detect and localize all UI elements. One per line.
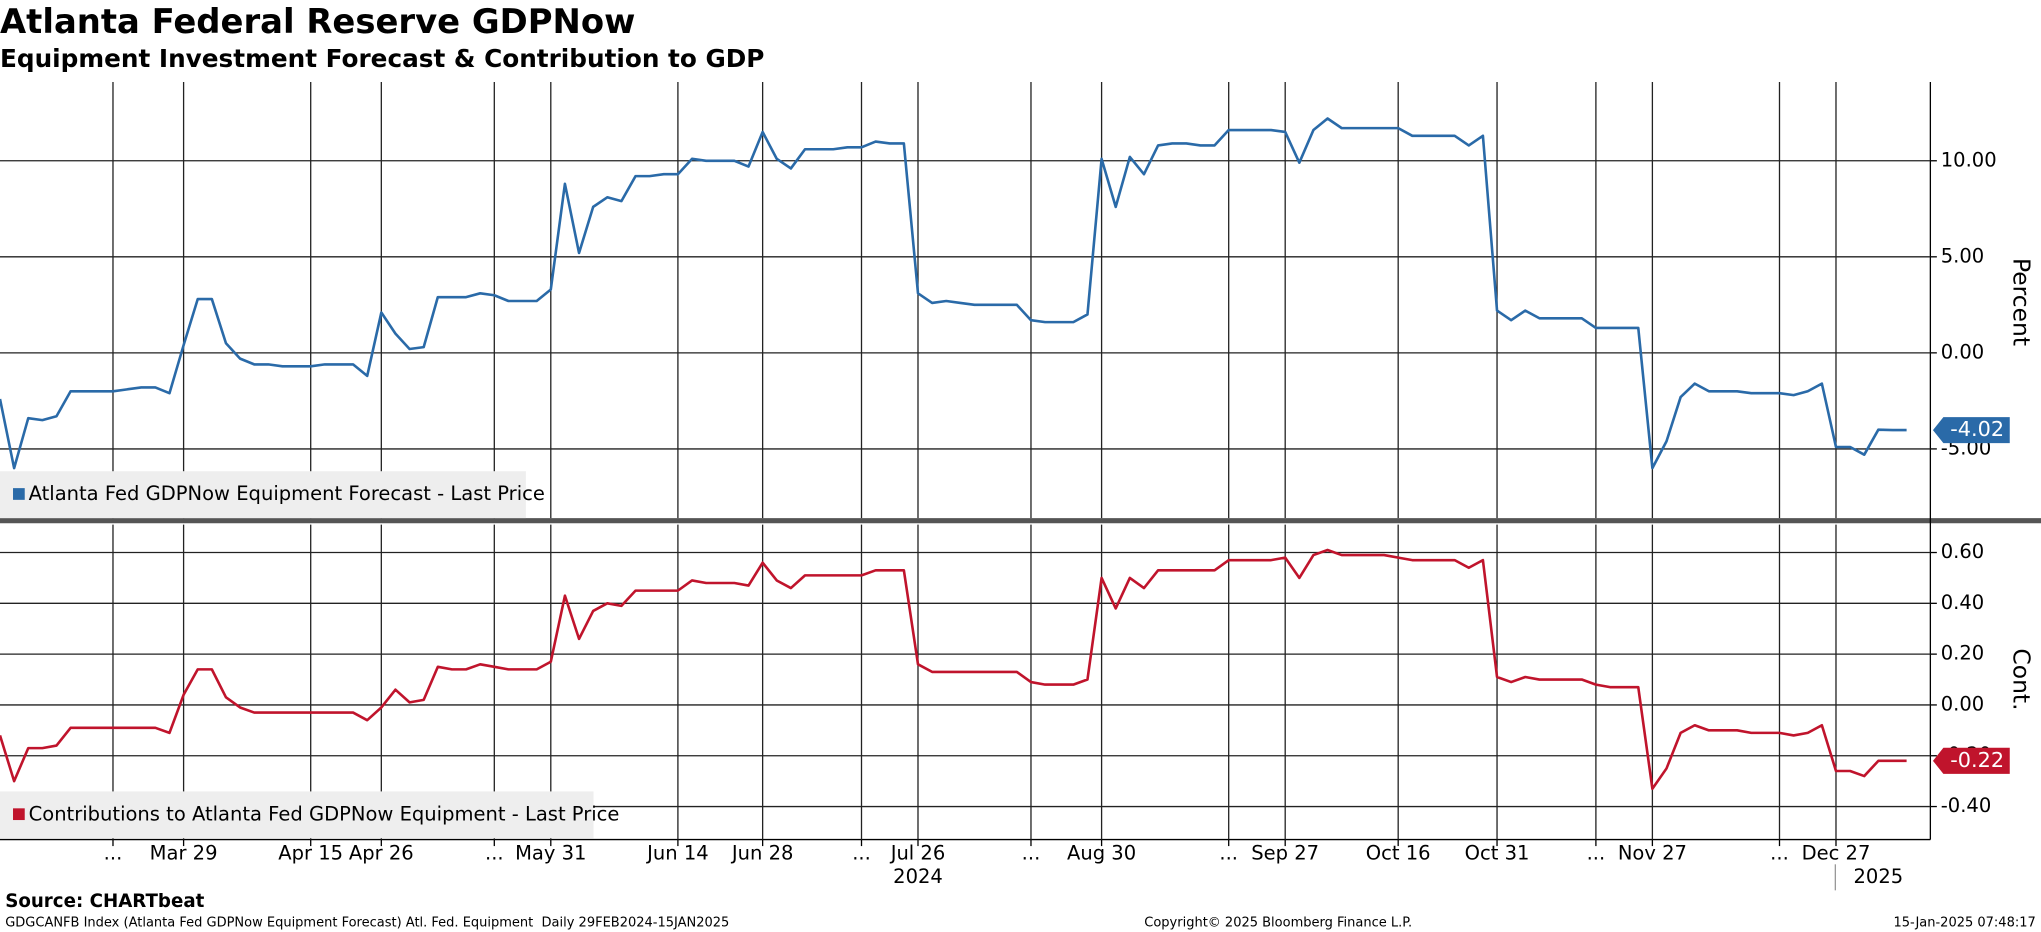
y-axis-label: Percent bbox=[2008, 258, 2036, 346]
x-tick-label: Aug 30 bbox=[1067, 841, 1136, 864]
y-tick-label: 0.60 bbox=[1941, 540, 1984, 563]
last-value-label: -4.02 bbox=[1950, 417, 2004, 441]
legend-swatch bbox=[13, 808, 25, 821]
x-year-label: 2025 bbox=[1854, 865, 1904, 888]
x-tick-label: Dec 27 bbox=[1802, 841, 1871, 864]
y-tick-label: 10.00 bbox=[1941, 148, 1997, 171]
legend-label: Atlanta Fed GDPNow Equipment Forecast - … bbox=[29, 482, 545, 505]
y-tick-label: 0.20 bbox=[1941, 642, 1984, 665]
x-tick-label: Nov 27 bbox=[1618, 841, 1687, 864]
y-tick-label: 5.00 bbox=[1941, 244, 1984, 267]
chart-subtitle: Equipment Investment Forecast & Contribu… bbox=[0, 44, 764, 73]
x-tick-label: ... bbox=[1022, 841, 1041, 864]
x-tick-label: ... bbox=[1770, 841, 1789, 864]
y-tick-label: 0.40 bbox=[1941, 591, 1984, 614]
last-value-label: -0.22 bbox=[1950, 748, 2004, 772]
legend-swatch bbox=[13, 488, 25, 500]
data-line bbox=[0, 548, 1907, 791]
legend-box bbox=[0, 471, 526, 519]
x-tick-label: Sep 27 bbox=[1251, 841, 1319, 864]
x-tick-label: Oct 31 bbox=[1465, 841, 1530, 864]
x-tick-label: Jun 28 bbox=[730, 841, 794, 864]
footer-right: 15-Jan-2025 07:48:17 bbox=[1893, 915, 2035, 930]
x-tick-label: ... bbox=[104, 841, 123, 864]
x-tick-label: Apr 15 bbox=[278, 841, 343, 864]
last-value-box bbox=[1932, 747, 2010, 774]
y-tick-label: 0.00 bbox=[1941, 340, 1984, 363]
x-tick-label: ... bbox=[852, 841, 871, 864]
legend-box bbox=[0, 791, 594, 839]
legend-label: Contributions to Atlanta Fed GDPNow Equi… bbox=[29, 802, 620, 825]
footer-center: Copyright© 2025 Bloomberg Finance L.P. bbox=[1144, 915, 1412, 930]
chart-title: Atlanta Federal Reserve GDPNow bbox=[0, 2, 635, 41]
x-tick-label: ... bbox=[1587, 841, 1606, 864]
x-tick-label: Jun 14 bbox=[645, 841, 709, 864]
data-line bbox=[0, 117, 1907, 470]
footer-left: GDGCANFB Index (Atlanta Fed GDPNow Equip… bbox=[5, 915, 729, 930]
x-tick-label: Mar 29 bbox=[150, 841, 218, 864]
last-value-box bbox=[1932, 417, 2010, 444]
y-tick-label: -0.40 bbox=[1941, 794, 1992, 817]
x-tick-label: May 31 bbox=[515, 841, 586, 864]
y-axis-label: Cont. bbox=[2008, 648, 2036, 710]
x-tick-label: Jul 26 bbox=[889, 841, 946, 864]
x-tick-label: ... bbox=[485, 841, 504, 864]
source: Source: CHARTbeat bbox=[5, 891, 204, 912]
x-year-label: 2024 bbox=[893, 865, 943, 888]
y-tick-label: 0.00 bbox=[1941, 692, 1984, 715]
x-tick-label: ... bbox=[1219, 841, 1238, 864]
x-tick-label: Apr 26 bbox=[349, 841, 414, 864]
x-tick-label: Oct 16 bbox=[1366, 841, 1431, 864]
